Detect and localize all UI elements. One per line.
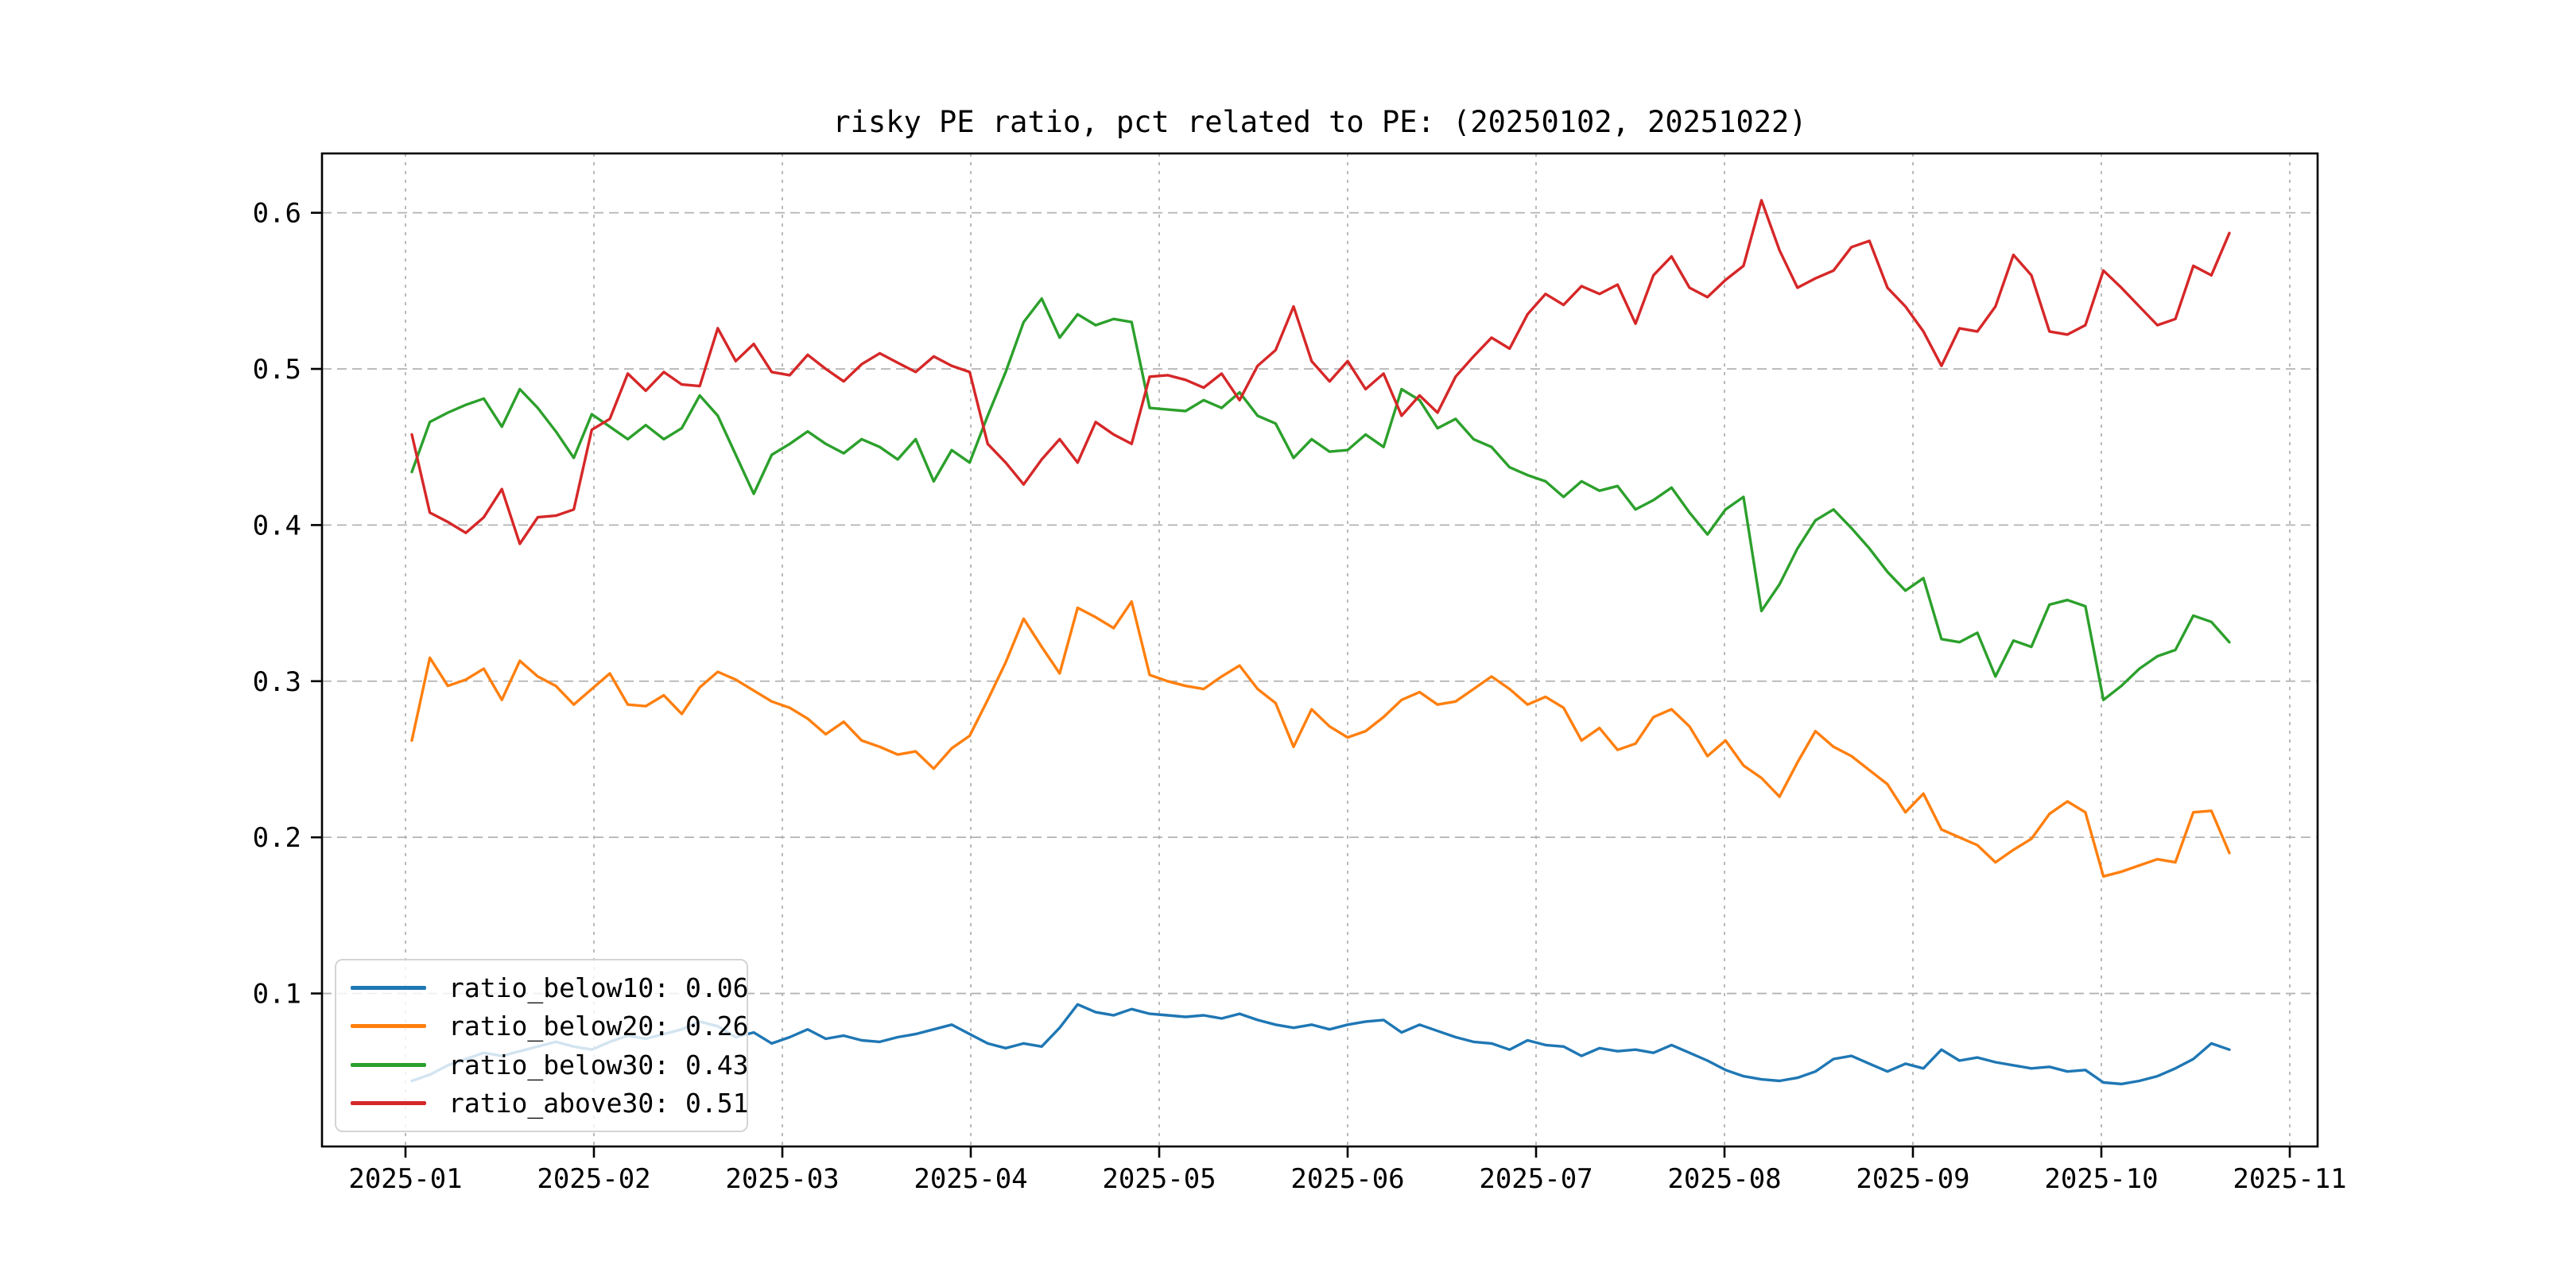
chart-title: risky PE ratio, pct related to PE: (2025… [832,105,1807,139]
legend-line-swatch-below20 [351,1024,426,1029]
x-tick-label: 2025-06 [1290,1163,1404,1195]
y-tick-label: 0.3 [253,666,301,698]
y-tick-label: 0.2 [253,822,301,854]
x-tick-label: 2025-09 [1856,1163,1969,1195]
legend-line-swatch-below30 [351,1062,426,1067]
x-tick-label: 2025-03 [725,1163,839,1195]
legend-item: ratio_below10: 0.06 [351,972,749,1003]
y-tick-label: 0.6 [253,198,301,230]
x-tick-label: 2025-10 [2044,1163,2158,1195]
x-tick-label: 2025-04 [914,1163,1027,1195]
legend-item: ratio_above30: 0.51 [351,1088,749,1119]
series-line-ratio_below30 [410,297,2231,701]
y-tick-label: 0.5 [253,354,301,386]
x-tick-label: 2025-11 [2233,1163,2346,1195]
legend-label: ratio_above30: 0.51 [448,1088,749,1119]
x-tick-label: 2025-05 [1102,1163,1216,1195]
x-tick-label: 2025-01 [348,1163,462,1195]
y-tick-label: 0.1 [253,979,301,1011]
y-tick-label: 0.4 [253,510,301,541]
legend-line-swatch-below10 [351,985,426,990]
legend-item: ratio_below30: 0.43 [351,1049,749,1080]
x-tick-label: 2025-08 [1667,1163,1781,1195]
x-tick-label: 2025-07 [1479,1163,1593,1195]
series-line-ratio_below20 [410,599,2231,879]
legend-label: ratio_below10: 0.06 [448,972,749,1003]
series-line-ratio_above30 [410,199,2231,545]
legend-line-swatch-above30 [351,1101,426,1106]
legend-label: ratio_below20: 0.26 [448,1011,749,1042]
legend-label: ratio_below30: 0.43 [448,1049,749,1080]
x-tick-label: 2025-02 [537,1163,650,1195]
legend-item: ratio_below20: 0.26 [351,1011,749,1042]
legend: ratio_below10: 0.06 ratio_below20: 0.26 … [335,959,749,1132]
axes-spines [320,152,2319,1148]
